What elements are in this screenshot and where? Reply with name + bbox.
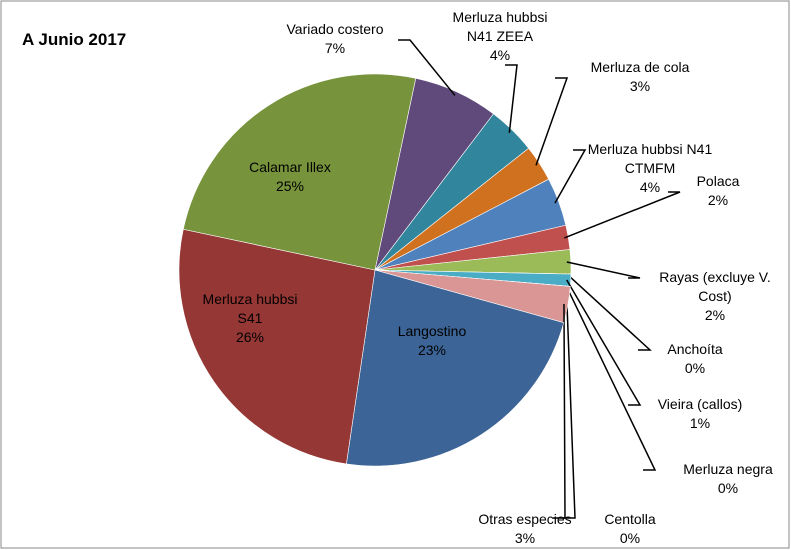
leader-line <box>565 285 657 471</box>
leader-line <box>553 303 566 519</box>
slice-label: Otras especies <box>478 511 572 527</box>
leader-line <box>566 261 641 279</box>
slice-value-label: 26% <box>235 329 265 345</box>
pie-slice <box>182 73 417 271</box>
slice-label: Merluza hubbsi N41 CTMFM <box>587 141 713 176</box>
leader-line <box>566 273 652 351</box>
slice-value-label: 23% <box>417 342 447 358</box>
slice-value-label: 25% <box>275 178 305 194</box>
slice-label: Centolla <box>604 511 656 527</box>
slice-label: Merluza de cola <box>590 59 690 75</box>
slice-label: Vieira (callos) <box>657 396 743 412</box>
leader-line <box>563 286 576 519</box>
slice-label: Calamar Illex <box>249 159 331 175</box>
slice-value-label: 7% <box>324 40 346 56</box>
slice-value-label: 3% <box>629 78 651 94</box>
slice-value-label: 0% <box>717 480 739 496</box>
pie-slice <box>178 228 376 465</box>
slice-label: Polaca <box>696 173 740 189</box>
leader-line <box>398 39 456 96</box>
slice-label: Anchoíta <box>667 341 723 357</box>
leader-line <box>554 149 587 204</box>
slice-value-label: 3% <box>514 530 536 546</box>
slice-value-label: 2% <box>707 192 729 208</box>
slice-label: Merluza hubbsi S41 <box>202 291 298 326</box>
slice-value-label: 1% <box>689 415 711 431</box>
slice-value-label: 4% <box>489 47 511 63</box>
slice-label: Merluza hubbsi N41 ZEEA <box>452 9 548 44</box>
pie-slice <box>346 269 565 467</box>
leader-line <box>564 191 681 239</box>
slice-label: Merluza negra <box>683 461 773 477</box>
leader-line <box>535 77 569 166</box>
leader-line <box>566 279 642 406</box>
chart-title: A Junio 2017 <box>22 30 127 49</box>
leader-line <box>505 64 518 133</box>
slice-label: Variado costero <box>286 21 384 37</box>
slice-value-label: 4% <box>639 179 661 195</box>
slice-value-label: 2% <box>704 307 726 323</box>
slice-label: Rayas (excluye V. Cost) <box>659 269 771 304</box>
slice-value-label: 0% <box>684 360 706 376</box>
slice-value-label: 0% <box>619 530 641 546</box>
slice-label: Langostino <box>397 323 467 339</box>
